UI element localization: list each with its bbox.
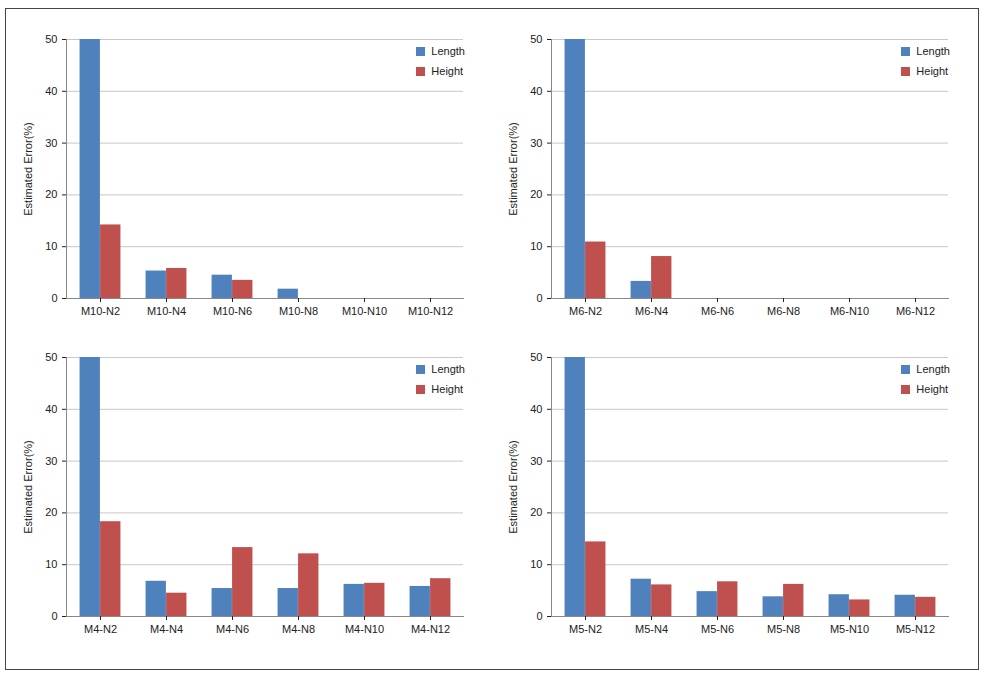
svg-text:M5-N2: M5-N2 xyxy=(569,623,602,635)
svg-text:30: 30 xyxy=(45,455,57,467)
svg-text:M4-N12: M4-N12 xyxy=(411,623,450,635)
svg-text:20: 20 xyxy=(530,506,542,518)
html-text:Height: Height xyxy=(431,383,464,395)
svg-text:M5-N12: M5-N12 xyxy=(896,623,935,635)
svg-text:Estimated Error(%): Estimated Error(%) xyxy=(22,122,34,216)
html-text:Length: Length xyxy=(916,363,950,375)
svg-text:M6-N12: M6-N12 xyxy=(896,305,935,317)
svg-text:M5-N10: M5-N10 xyxy=(830,623,869,635)
svg-text:Estimated Error(%): Estimated Error(%) xyxy=(507,122,519,216)
svg-text:M6-N4: M6-N4 xyxy=(635,305,668,317)
html-text:Height: Height xyxy=(916,383,949,395)
svg-text:40: 40 xyxy=(45,403,57,415)
svg-text:M10-N4: M10-N4 xyxy=(147,305,186,317)
svg-text:Estimated Error(%): Estimated Error(%) xyxy=(507,440,519,534)
svg-text:0: 0 xyxy=(51,292,57,304)
svg-text:30: 30 xyxy=(45,137,57,149)
svg-text:M6-N6: M6-N6 xyxy=(701,305,734,317)
svg-text:10: 10 xyxy=(45,240,57,252)
svg-text:M10-N8: M10-N8 xyxy=(279,305,318,317)
svg-text:50: 50 xyxy=(530,351,542,363)
svg-text:40: 40 xyxy=(45,85,57,97)
svg-text:30: 30 xyxy=(530,455,542,467)
svg-text:M10-N10: M10-N10 xyxy=(342,305,387,317)
svg-text:50: 50 xyxy=(45,351,57,363)
svg-text:50: 50 xyxy=(530,33,542,45)
svg-text:0: 0 xyxy=(536,610,542,622)
svg-text:20: 20 xyxy=(530,188,542,200)
html-text:Length: Length xyxy=(916,45,950,57)
svg-text:40: 40 xyxy=(530,85,542,97)
svg-text:M10-N2: M10-N2 xyxy=(81,305,120,317)
svg-text:M6-N8: M6-N8 xyxy=(767,305,800,317)
svg-text:40: 40 xyxy=(530,403,542,415)
svg-text:50: 50 xyxy=(45,33,57,45)
svg-text:10: 10 xyxy=(45,558,57,570)
svg-text:20: 20 xyxy=(45,188,57,200)
svg-text:M10-N12: M10-N12 xyxy=(408,305,453,317)
svg-text:M5-N8: M5-N8 xyxy=(767,623,800,635)
svg-text:M10-N6: M10-N6 xyxy=(213,305,252,317)
svg-text:0: 0 xyxy=(536,292,542,304)
svg-text:20: 20 xyxy=(45,506,57,518)
html-text:Length: Length xyxy=(431,45,465,57)
html-text:Height: Height xyxy=(916,65,949,77)
svg-text:Estimated Error(%): Estimated Error(%) xyxy=(22,440,34,534)
svg-text:M4-N6: M4-N6 xyxy=(216,623,249,635)
svg-text:M4-N8: M4-N8 xyxy=(282,623,315,635)
svg-text:0: 0 xyxy=(51,610,57,622)
svg-text:M5-N6: M5-N6 xyxy=(701,623,734,635)
svg-text:M4-N4: M4-N4 xyxy=(150,623,183,635)
svg-text:M6-N2: M6-N2 xyxy=(569,305,602,317)
html-text:Height: Height xyxy=(431,65,464,77)
svg-text:M5-N4: M5-N4 xyxy=(635,623,668,635)
svg-text:10: 10 xyxy=(530,558,542,570)
svg-text:10: 10 xyxy=(530,240,542,252)
svg-text:M6-N10: M6-N10 xyxy=(830,305,869,317)
svg-text:30: 30 xyxy=(530,137,542,149)
svg-text:M4-N10: M4-N10 xyxy=(345,623,384,635)
svg-text:M4-N2: M4-N2 xyxy=(84,623,117,635)
html-text:Length: Length xyxy=(431,363,465,375)
